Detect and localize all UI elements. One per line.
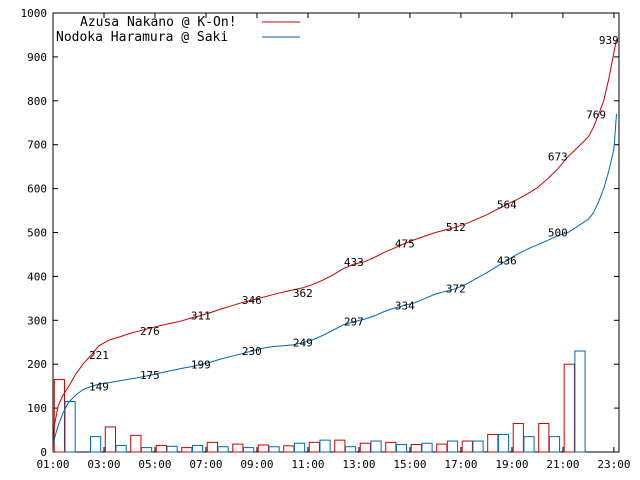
x-tick-label: 19:00 <box>495 458 528 471</box>
hourly-bar-2 <box>242 447 255 453</box>
value-label: 433 <box>344 256 364 269</box>
hourly-bar-1 <box>104 426 116 453</box>
hourly-bar-1 <box>206 441 218 453</box>
hourly-bar-1 <box>334 439 346 453</box>
value-label: 372 <box>446 283 466 296</box>
series-line-1 <box>52 39 617 453</box>
value-label: 175 <box>140 369 160 382</box>
hourly-bar-2 <box>191 444 204 453</box>
hourly-bar-1 <box>563 363 575 453</box>
y-tick-label: 1000 <box>21 7 48 20</box>
value-labels: 221 276 311 346 362 433 475 512 564 673 769 939 149 1… <box>89 34 619 394</box>
x-tick-label: 11:00 <box>291 458 324 471</box>
y-tick-label: 500 <box>27 227 47 240</box>
hourly-bar-2 <box>64 401 76 453</box>
value-label: 221 <box>89 349 109 362</box>
hourly-bar-1 <box>155 444 167 453</box>
x-tick-label: 09:00 <box>240 458 273 471</box>
hourly-bar-2 <box>395 444 408 453</box>
value-label: 230 <box>242 345 262 358</box>
value-label: 939 <box>599 34 619 47</box>
value-label: 249 <box>293 337 313 350</box>
y-tick-label: 100 <box>27 402 47 415</box>
value-label: 334 <box>395 299 415 312</box>
hourly-bar-2 <box>217 446 229 453</box>
hourly-bar-2 <box>421 442 433 453</box>
hourly-bar-2 <box>89 436 102 453</box>
hourly-bar-1 <box>359 442 371 453</box>
cumulative-lines <box>52 39 617 453</box>
hourly-bar-1 <box>436 443 448 453</box>
x-tick-label: 07:00 <box>189 458 222 471</box>
hourly-bar-1 <box>512 422 524 453</box>
y-tick-label: 600 <box>27 183 47 196</box>
y-tick-label: 300 <box>27 314 47 327</box>
hourly-bar-2 <box>472 440 484 453</box>
value-label: 311 <box>191 309 211 322</box>
value-label: 346 <box>242 294 262 307</box>
hourly-bar-1 <box>487 433 499 453</box>
x-tick-label: 03:00 <box>87 458 120 471</box>
x-tick-label: 21:00 <box>546 458 579 471</box>
value-label: 769 <box>586 108 606 121</box>
x-tick-label: 13:00 <box>342 458 375 471</box>
legend: Azusa Nakano @ K-On! Nodoka Haramura @ S… <box>56 15 300 45</box>
hourly-bar-1 <box>181 447 193 453</box>
value-label: 500 <box>548 227 568 240</box>
value-label: 199 <box>191 359 211 372</box>
series-line-2 <box>52 113 617 453</box>
hourly-bar-1 <box>410 444 422 453</box>
value-label: 276 <box>140 325 160 338</box>
y-tick-label: 0 <box>40 446 47 459</box>
hourly-bar-2 <box>140 447 153 453</box>
value-label: 475 <box>395 237 415 250</box>
value-label: 673 <box>548 151 568 164</box>
value-label: 564 <box>497 198 517 211</box>
value-label: 149 <box>89 381 109 394</box>
hourly-bar-1 <box>385 441 397 453</box>
axes-frame: 0 100 200 300 400 500 600 700 800 900 1000 01:00 03:… <box>21 7 631 471</box>
legend-label-series-1: Azusa Nakano @ K-On! <box>80 15 237 30</box>
hourly-bar-1 <box>283 445 295 453</box>
hourly-bar-2 <box>370 440 382 453</box>
x-tick-label: 05:00 <box>138 458 171 471</box>
hourly-bar-2 <box>319 439 331 453</box>
y-tick-label: 700 <box>27 139 47 152</box>
hourly-bar-1 <box>461 440 473 453</box>
x-tick-label: 15:00 <box>393 458 426 471</box>
hourly-bar-2 <box>115 444 127 453</box>
hourly-bar-1 <box>538 422 550 453</box>
value-label: 512 <box>446 221 466 234</box>
hourly-bar-1 <box>257 444 269 453</box>
y-tick-label: 800 <box>27 95 47 108</box>
hourly-bar-2 <box>166 445 178 453</box>
hourly-bar-2 <box>344 446 357 453</box>
y-tick-label: 900 <box>27 51 47 64</box>
x-tick-label: 17:00 <box>444 458 477 471</box>
hourly-bar-2 <box>574 350 586 453</box>
y-tick-label: 400 <box>27 270 47 283</box>
value-label: 362 <box>293 287 313 300</box>
value-label: 436 <box>497 255 517 268</box>
hourly-bar-2 <box>293 442 306 453</box>
x-tick-label: 23:00 <box>597 458 630 471</box>
hourly-bar-1 <box>130 434 142 453</box>
x-tick-label: 01:00 <box>36 458 69 471</box>
plot-border <box>52 12 620 453</box>
hourly-bar-2 <box>268 446 280 453</box>
hourly-bar-2 <box>497 433 510 453</box>
hourly-bar-1 <box>308 441 320 453</box>
hourly-bar-2 <box>523 436 535 453</box>
value-label: 297 <box>344 316 364 329</box>
hourly-bars <box>53 350 586 453</box>
hourly-bar-1 <box>232 443 244 453</box>
y-tick-label: 200 <box>27 358 47 371</box>
hourly-bar-2 <box>548 436 561 453</box>
hourly-bar-1 <box>53 379 65 453</box>
hourly-bar-2 <box>446 440 459 453</box>
legend-label-series-2: Nodoka Haramura @ Saki <box>56 30 228 45</box>
